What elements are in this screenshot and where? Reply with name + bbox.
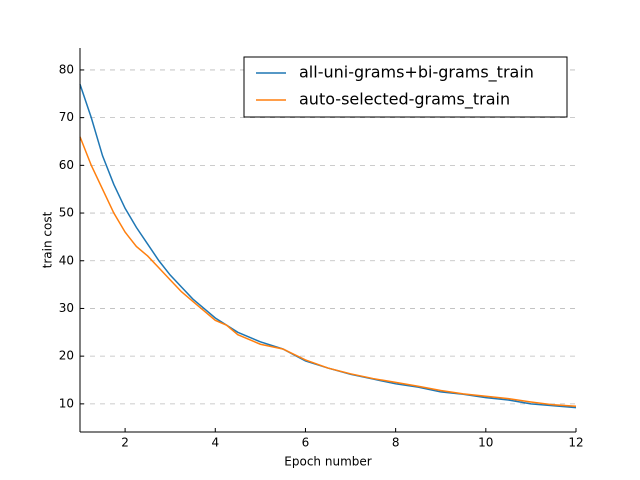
y-tick-label: 40 (59, 253, 74, 267)
y-tick-label: 30 (59, 301, 74, 315)
legend-box (243, 56, 568, 118)
legend-label: auto-selected-grams_train (299, 90, 510, 110)
y-tick-label: 70 (59, 110, 74, 124)
y-tick-label: 60 (59, 158, 74, 172)
y-tick-label: 10 (59, 396, 74, 410)
x-tick-label: 10 (478, 436, 493, 450)
x-tick-label: 6 (302, 436, 310, 450)
y-tick-label: 20 (59, 349, 74, 363)
x-tick-label: 8 (392, 436, 400, 450)
y-tick-label: 50 (59, 206, 74, 220)
data-line (79, 84, 577, 409)
legend-label: all-uni-grams+bi-grams_train (299, 63, 534, 83)
x-axis-label: Epoch number (284, 455, 371, 469)
y-tick-label: 80 (59, 62, 74, 76)
x-tick-label: 4 (211, 436, 219, 450)
data-line (79, 136, 577, 407)
legend: all-uni-grams+bi-grams_train auto-selecte… (243, 56, 568, 118)
x-tick-label: 12 (568, 436, 583, 450)
x-tick-label: 2 (121, 436, 129, 450)
y-axis-label: train cost (41, 211, 55, 268)
